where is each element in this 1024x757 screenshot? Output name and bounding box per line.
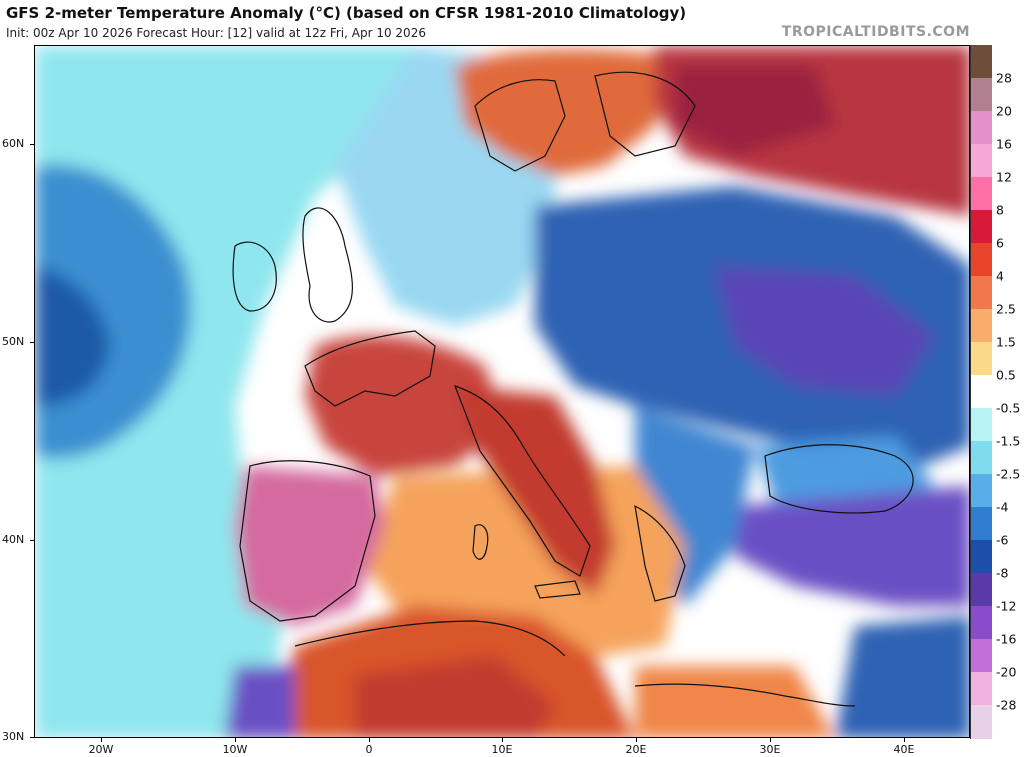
lat-label-40n: 40N bbox=[2, 533, 25, 546]
iberia-warm bbox=[235, 466, 385, 626]
colorbar-label: 1.5 bbox=[996, 334, 1016, 350]
colorbar-swatch bbox=[970, 210, 992, 244]
chart-title: GFS 2-meter Temperature Anomaly (°C) (ba… bbox=[6, 4, 687, 22]
turkey-cold bbox=[735, 486, 969, 606]
colorbar-swatch bbox=[970, 177, 992, 211]
colorbar-label: 12 bbox=[996, 169, 1012, 185]
colorbar-label: 4 bbox=[996, 268, 1004, 284]
colorbar-label: -4 bbox=[996, 499, 1009, 515]
colorbar-swatch bbox=[970, 111, 992, 145]
france-warm bbox=[305, 335, 505, 476]
colorbar-swatch bbox=[970, 78, 992, 112]
colorbar-label: -8 bbox=[996, 565, 1009, 581]
colorbar-label: 6 bbox=[996, 235, 1004, 251]
colorbar-label: -16 bbox=[996, 631, 1017, 647]
levant-cold bbox=[835, 616, 969, 737]
colorbar-swatch bbox=[970, 342, 992, 376]
russia-warm-core bbox=[675, 66, 835, 156]
lat-label-50n: 50N bbox=[2, 335, 25, 348]
colorbar-swatch bbox=[970, 672, 992, 706]
anomaly-map bbox=[34, 45, 970, 738]
colorbar-swatch bbox=[970, 441, 992, 475]
morocco-cold bbox=[225, 666, 295, 737]
colorbar-swatch bbox=[970, 243, 992, 277]
colorbar-swatch bbox=[970, 474, 992, 508]
colorbar-legend: 28 20 16 12 8 6 4 2.5 1.5 0.5 -0.5 -1.5 -2.5 -4 -6 -8 -1… bbox=[970, 45, 1024, 739]
lon-label-10e: 10E bbox=[491, 743, 513, 756]
colorbar-swatch bbox=[970, 45, 992, 79]
colorbar-label: -6 bbox=[996, 532, 1009, 548]
colorbar-swatch bbox=[970, 639, 992, 673]
colorbar-swatch bbox=[970, 408, 992, 442]
lon-label-0: 0 bbox=[365, 743, 373, 756]
colorbar-swatch bbox=[970, 705, 992, 739]
colorbar-label: 16 bbox=[996, 136, 1012, 152]
colorbar-label: -2.5 bbox=[996, 466, 1021, 482]
colorbar-label: 8 bbox=[996, 202, 1004, 218]
lon-label-30e: 30E bbox=[759, 743, 781, 756]
eastern-europe-core bbox=[715, 266, 935, 396]
colorbar-swatch bbox=[970, 375, 992, 409]
colorbar-label: 20 bbox=[996, 103, 1012, 119]
lon-label-10w: 10W bbox=[222, 743, 248, 756]
lat-label-60n: 60N bbox=[2, 137, 25, 150]
colorbar-swatch bbox=[970, 540, 992, 574]
colorbar-swatch bbox=[970, 144, 992, 178]
brand-watermark[interactable]: TROPICALTIDBITS.COM bbox=[781, 24, 970, 40]
colorbar-label: -12 bbox=[996, 598, 1017, 614]
coastlines bbox=[232, 71, 914, 707]
colorbar-swatch bbox=[970, 507, 992, 541]
colorbar-swatch bbox=[970, 573, 992, 607]
lon-label-20w: 20W bbox=[88, 743, 114, 756]
atlantic-low-core bbox=[35, 266, 110, 406]
colorbar-label: -1.5 bbox=[996, 433, 1021, 449]
colorbar-label: -0.5 bbox=[996, 400, 1021, 416]
lat-label-30n: 30N bbox=[2, 730, 25, 743]
colorbar-label: 28 bbox=[996, 70, 1012, 86]
colorbar-label: 2.5 bbox=[996, 301, 1016, 317]
lon-label-20e: 20E bbox=[625, 743, 647, 756]
forecast-info: Init: 00z Apr 10 2026 Forecast Hour: [12… bbox=[6, 26, 426, 40]
italy-warm bbox=[455, 386, 615, 596]
lon-label-40e: 40E bbox=[893, 743, 915, 756]
colorbar-swatch bbox=[970, 309, 992, 343]
colorbar-label: -20 bbox=[996, 664, 1017, 680]
colorbar-swatch bbox=[970, 276, 992, 310]
colorbar-swatch bbox=[970, 606, 992, 640]
colorbar-label: -28 bbox=[996, 697, 1017, 713]
colorbar-label: 0.5 bbox=[996, 367, 1016, 383]
sahara-hot bbox=[355, 656, 555, 737]
